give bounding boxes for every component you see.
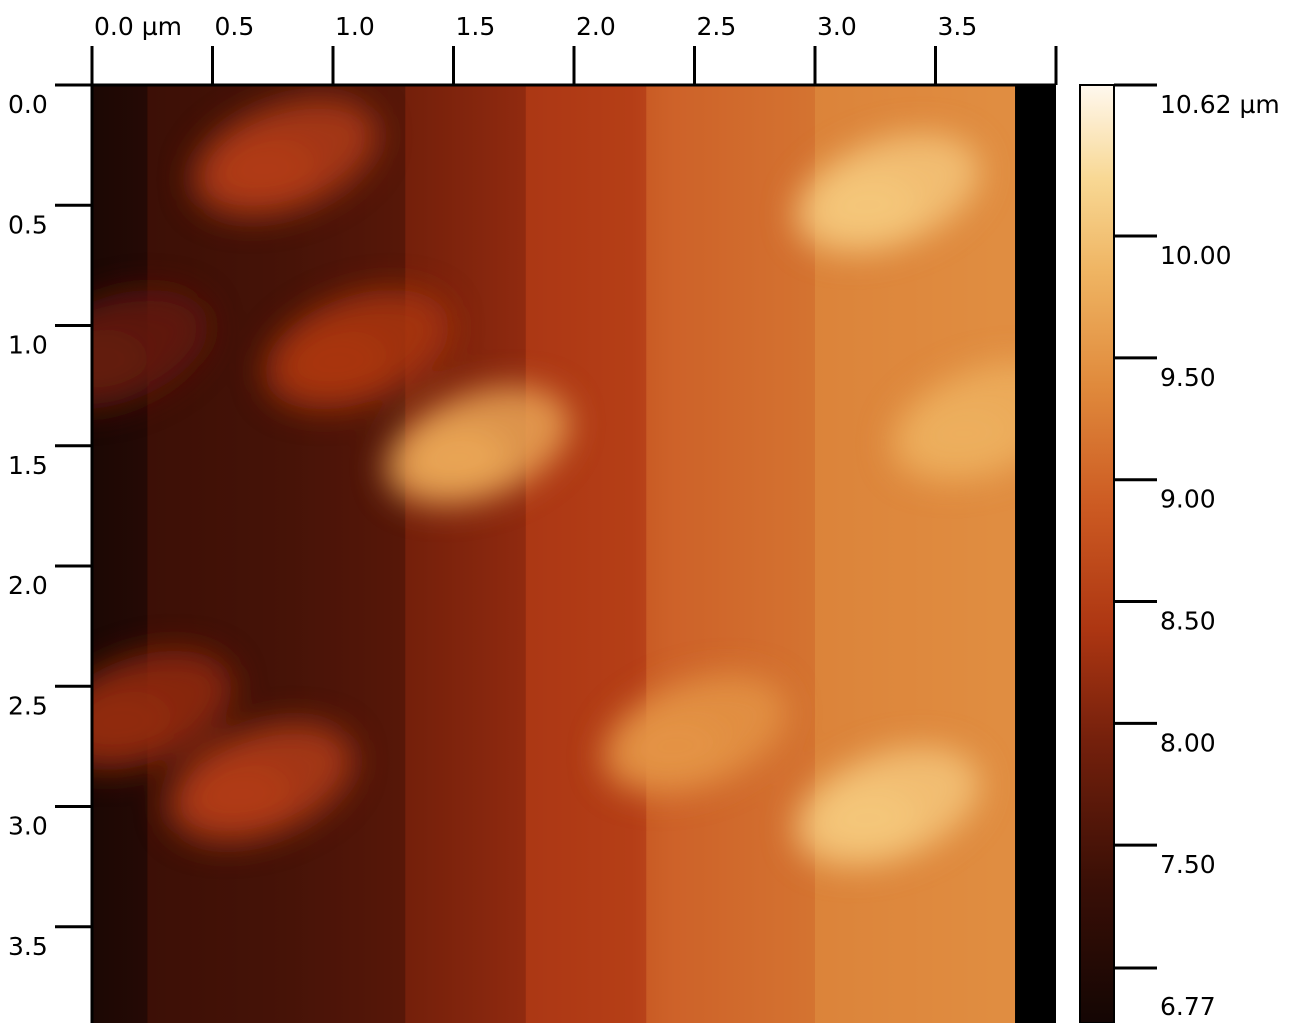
surface-features xyxy=(92,97,1056,867)
colorbar-tick-label: 8.00 xyxy=(1160,728,1216,757)
y-tick-label: 0.0 xyxy=(8,90,48,119)
colorbar: 10.62 µm 10.00 9.50 9.00 8.50 8.00 7.50 6.77 xyxy=(1079,83,1280,1023)
height-region-1 xyxy=(92,85,148,1023)
surface-feature-9-core xyxy=(92,688,174,757)
surface-feature-6-core xyxy=(815,784,922,853)
surface-feature-1-core xyxy=(212,135,319,203)
y-tick-label: 1.5 xyxy=(8,451,48,480)
x-tick-label: 3.5 xyxy=(938,12,978,41)
colorbar-tick-label: 9.50 xyxy=(1160,363,1216,392)
y-tick-label: 1.0 xyxy=(8,331,48,360)
y-tick-label: 3.0 xyxy=(8,812,48,841)
surface-feature-4-core xyxy=(815,171,922,240)
colorbar-tick-label: 6.77 xyxy=(1160,992,1216,1021)
height-region-5 xyxy=(646,85,815,1023)
colorbar-tick-label: 10.00 xyxy=(1160,241,1232,270)
x-tick-label: 3.0 xyxy=(817,12,857,41)
x-tick-label: 2.0 xyxy=(576,12,616,41)
surface-feature-7-core xyxy=(622,712,729,781)
surface-feature-5-core xyxy=(911,400,1018,468)
height-region-2 xyxy=(147,85,406,1023)
colorbar-tick-label: 8.50 xyxy=(1160,607,1216,636)
y-tick-label: 0.5 xyxy=(8,210,48,239)
no-data-strip xyxy=(1015,85,1056,1023)
colorbar-tick-label: 7.50 xyxy=(1160,850,1216,879)
surface-feature-8-core xyxy=(188,760,295,829)
x-tick-label: 0.0 µm xyxy=(94,12,182,41)
surface-feature-3-core xyxy=(284,327,391,396)
colorbar-gradient xyxy=(1079,84,1115,1023)
surface-feature-10-core xyxy=(92,327,150,396)
height-region-3 xyxy=(405,85,526,1023)
surface-feature-2-core xyxy=(405,424,512,492)
x-tick-label: 0.5 xyxy=(215,12,255,41)
colorbar-tick-label: 9.00 xyxy=(1160,485,1216,514)
y-tick-label: 2.5 xyxy=(8,691,48,720)
axes: 0.0 µm 0.5 1.0 1.5 2.0 2.5 3.0 3.5 0.0 0.5 1.0 1.5 2… xyxy=(8,12,1058,1023)
colorbar-tick-label: 10.62 µm xyxy=(1160,90,1280,119)
x-tick-label: 2.5 xyxy=(697,12,737,41)
y-tick-label: 2.0 xyxy=(8,571,48,600)
x-tick-label: 1.0 xyxy=(335,12,375,41)
height-region-4 xyxy=(525,85,647,1023)
height-map-plot-area xyxy=(92,85,1056,1023)
x-tick-label: 1.5 xyxy=(456,12,496,41)
y-tick-label: 3.5 xyxy=(8,932,48,961)
